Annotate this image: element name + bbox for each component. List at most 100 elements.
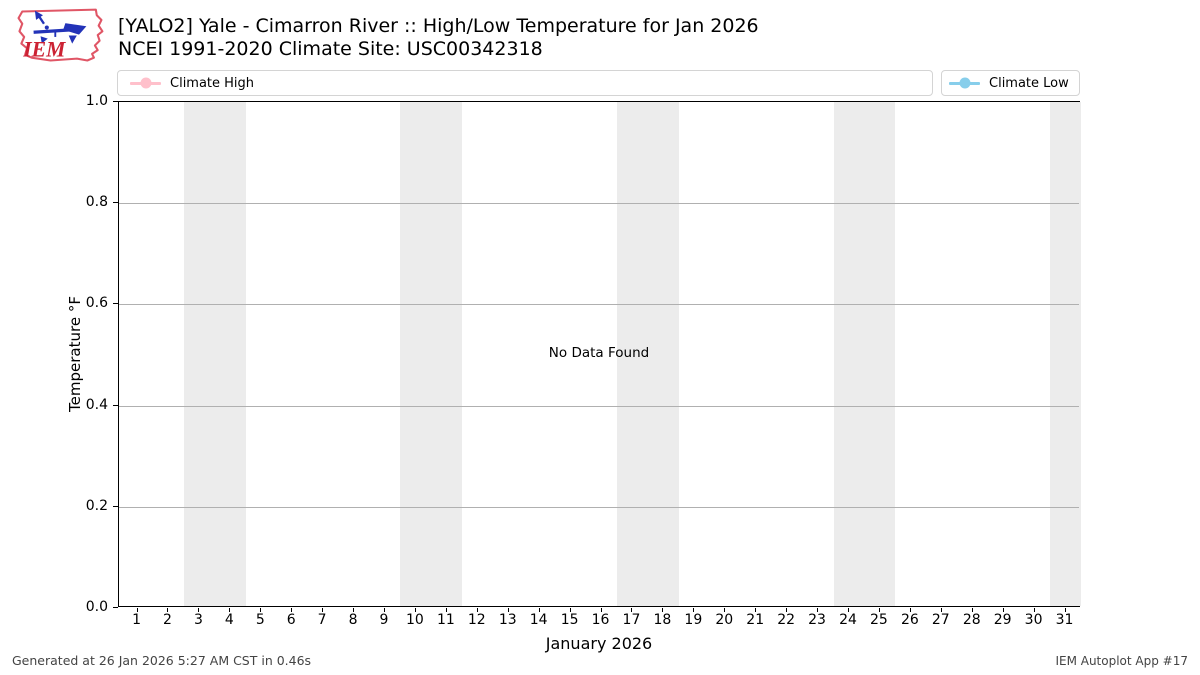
weekend-band [617, 102, 679, 606]
x-tick-label: 26 [900, 612, 919, 628]
x-tick-label: 19 [684, 612, 703, 628]
iem-logo-text: IEM [22, 38, 66, 62]
x-tick-mark [260, 608, 262, 612]
x-tick-mark [1033, 608, 1035, 612]
x-tick-label: 10 [406, 612, 424, 628]
x-tick-label: 18 [653, 612, 672, 628]
x-tick-mark [786, 608, 788, 612]
y-tick-mark [113, 607, 118, 608]
x-tick-label: 9 [379, 612, 389, 628]
y-gridline [119, 405, 1079, 407]
x-tick-label: 28 [962, 612, 981, 628]
chart-subtitle: NCEI 1991-2020 Climate Site: USC00342318 [118, 38, 543, 60]
x-tick-label: 20 [715, 612, 734, 628]
x-tick-label: 14 [529, 612, 548, 628]
x-tick-mark [414, 608, 416, 612]
legend-label-climate-low: Climate Low [989, 75, 1069, 91]
x-axis-label: January 2026 [545, 634, 653, 653]
y-axis-label: Temperature °F [66, 296, 84, 412]
climate-low-dot-icon [959, 77, 970, 89]
weekend-band [833, 102, 896, 606]
legend-box-climate-low: Climate Low [941, 70, 1080, 96]
weather-vane-icon [33, 10, 87, 44]
weekend-band [400, 102, 463, 606]
y-tick-label: 0.4 [85, 396, 108, 413]
x-tick-label: 30 [1024, 612, 1043, 628]
chart-title: [YALO2] Yale - Cimarron River :: High/Lo… [118, 15, 759, 37]
x-tick-mark [538, 608, 540, 612]
x-tick-mark [353, 608, 355, 612]
y-tick-mark [113, 404, 118, 406]
legend-box-climate-high: Climate High [117, 70, 933, 96]
x-tick-mark [724, 608, 726, 612]
x-tick-mark [878, 608, 880, 612]
x-tick-label: 25 [870, 612, 888, 628]
x-tick-mark [167, 608, 169, 612]
x-tick-label: 31 [1055, 612, 1074, 628]
y-tick-label: 0.0 [85, 599, 108, 615]
x-tick-label: 21 [746, 612, 765, 628]
y-tick-label: 1.0 [85, 93, 108, 109]
climate-low-marker-icon [949, 77, 980, 89]
legend-label-climate-high: Climate High [170, 75, 255, 91]
x-tick-label: 7 [317, 612, 327, 628]
y-gridline [119, 506, 1079, 508]
x-tick-label: 27 [931, 612, 950, 628]
x-tick-mark [940, 608, 942, 612]
x-tick-label: 29 [993, 612, 1012, 628]
x-tick-label: 16 [591, 612, 610, 628]
x-tick-label: 15 [560, 612, 579, 628]
y-tick-mark [113, 101, 118, 102]
x-tick-label: 6 [286, 612, 296, 628]
x-tick-label: 11 [436, 612, 455, 628]
climate-high-marker-icon [130, 77, 161, 89]
x-tick-mark [971, 608, 973, 612]
plot-area: No Data Found [118, 101, 1081, 607]
x-tick-label: 17 [622, 612, 641, 628]
x-tick-mark [662, 608, 664, 612]
x-tick-mark [229, 608, 231, 612]
weekend-band [1050, 102, 1081, 606]
x-tick-mark [569, 608, 571, 612]
x-tick-label: 24 [839, 612, 857, 628]
x-tick-mark [600, 608, 602, 612]
x-tick-label: 4 [224, 612, 234, 628]
x-tick-label: 1 [132, 612, 141, 628]
y-tick-label: 0.8 [85, 194, 108, 211]
x-tick-mark [755, 608, 757, 612]
x-tick-label: 12 [467, 612, 486, 628]
x-tick-mark [198, 608, 200, 612]
x-tick-mark [1002, 608, 1004, 612]
autoplot-app-label: IEM Autoplot App #17 [1055, 654, 1188, 668]
title-block: [YALO2] Yale - Cimarron River :: High/Lo… [118, 15, 759, 61]
y-tick-mark [113, 505, 118, 507]
x-tick-mark [1064, 608, 1066, 612]
x-tick-mark [507, 608, 509, 612]
y-tick-label: 0.2 [85, 497, 108, 514]
y-tick-mark [113, 202, 118, 204]
climate-high-dot-icon [140, 77, 151, 89]
x-tick-mark [909, 608, 911, 612]
iowa-outline-icon [17, 8, 104, 62]
x-tick-mark [136, 608, 138, 612]
no-data-message: No Data Found [548, 345, 650, 362]
x-tick-label: 5 [255, 612, 265, 628]
y-gridline [119, 304, 1079, 306]
x-tick-label: 2 [163, 612, 172, 628]
x-tick-mark [848, 608, 849, 612]
y-tick-label: 0.6 [85, 295, 108, 312]
x-tick-mark [631, 608, 633, 612]
x-tick-label: 23 [808, 612, 826, 628]
x-tick-label: 22 [777, 612, 796, 628]
iem-logo: IEM [17, 8, 104, 62]
x-tick-label: 3 [193, 612, 203, 628]
legend-entry-climate-high: Climate High [130, 76, 254, 91]
x-tick-label: 8 [348, 612, 358, 628]
x-tick-mark [476, 608, 478, 612]
x-tick-mark [322, 608, 324, 612]
generated-timestamp: Generated at 26 Jan 2026 5:27 AM CST in … [12, 653, 312, 668]
legend-entry-climate-low: Climate Low [949, 76, 1069, 91]
x-tick-label: 13 [498, 612, 517, 628]
y-gridline [119, 203, 1079, 205]
